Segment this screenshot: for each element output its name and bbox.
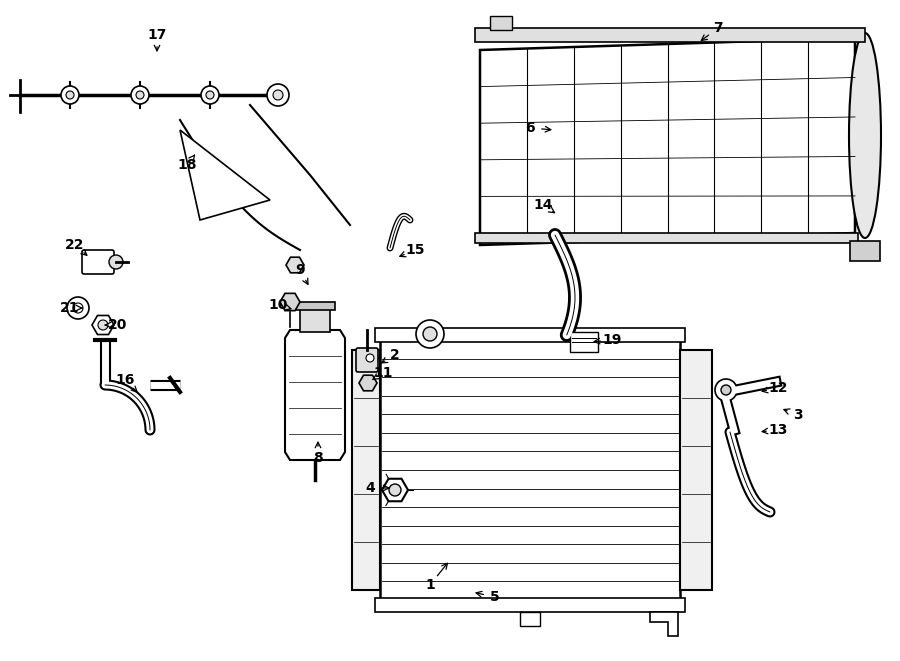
FancyBboxPatch shape [850, 241, 880, 261]
Circle shape [366, 354, 374, 362]
Text: 6: 6 [526, 121, 535, 135]
Text: 20: 20 [108, 318, 128, 332]
Polygon shape [650, 612, 678, 636]
Text: 21: 21 [60, 301, 80, 315]
Text: 10: 10 [268, 298, 288, 312]
Text: 15: 15 [405, 243, 425, 257]
Text: 22: 22 [65, 238, 85, 252]
Circle shape [389, 484, 401, 496]
Polygon shape [382, 479, 408, 501]
Bar [380, 340, 680, 600]
Circle shape [61, 86, 79, 104]
Text: 17: 17 [148, 28, 166, 42]
Bar [300, 308, 330, 332]
FancyBboxPatch shape [82, 250, 114, 274]
Polygon shape [280, 293, 300, 311]
Text: 11: 11 [374, 366, 392, 380]
Circle shape [715, 379, 737, 401]
Bar [352, 350, 380, 590]
Bar [475, 28, 865, 42]
Bar [520, 612, 540, 626]
Circle shape [206, 91, 214, 99]
Circle shape [98, 320, 108, 330]
Text: 18: 18 [177, 158, 197, 172]
Text: 1: 1 [425, 578, 435, 592]
Circle shape [73, 303, 83, 313]
Text: 8: 8 [313, 451, 323, 465]
Text: 12: 12 [769, 381, 788, 395]
Circle shape [136, 91, 144, 99]
FancyBboxPatch shape [356, 348, 378, 372]
Polygon shape [359, 375, 377, 391]
FancyBboxPatch shape [570, 332, 598, 352]
Text: 16: 16 [115, 373, 135, 387]
Circle shape [362, 350, 378, 366]
Circle shape [109, 255, 123, 269]
Text: 14: 14 [533, 198, 553, 212]
Circle shape [267, 84, 289, 106]
Text: 4: 4 [365, 481, 375, 495]
Bar [680, 350, 712, 590]
Bar [375, 328, 685, 342]
Polygon shape [285, 330, 345, 460]
Circle shape [201, 86, 219, 104]
Circle shape [131, 86, 149, 104]
Bar [490, 16, 512, 30]
Text: 3: 3 [793, 408, 803, 422]
Text: 9: 9 [295, 263, 305, 277]
Text: 13: 13 [769, 423, 788, 437]
Circle shape [721, 385, 731, 395]
Circle shape [67, 297, 89, 319]
Polygon shape [92, 315, 114, 334]
Bar [475, 233, 858, 243]
Polygon shape [480, 38, 855, 245]
Circle shape [416, 320, 444, 348]
Text: 19: 19 [602, 333, 622, 347]
Circle shape [273, 90, 283, 100]
Polygon shape [180, 130, 270, 220]
Ellipse shape [849, 33, 881, 238]
Bar [295, 302, 335, 310]
Text: 2: 2 [390, 348, 400, 362]
Bar [375, 598, 685, 612]
Circle shape [423, 327, 437, 341]
Polygon shape [286, 257, 304, 273]
Text: 5: 5 [491, 590, 500, 604]
Circle shape [66, 91, 74, 99]
Text: 7: 7 [713, 21, 723, 35]
